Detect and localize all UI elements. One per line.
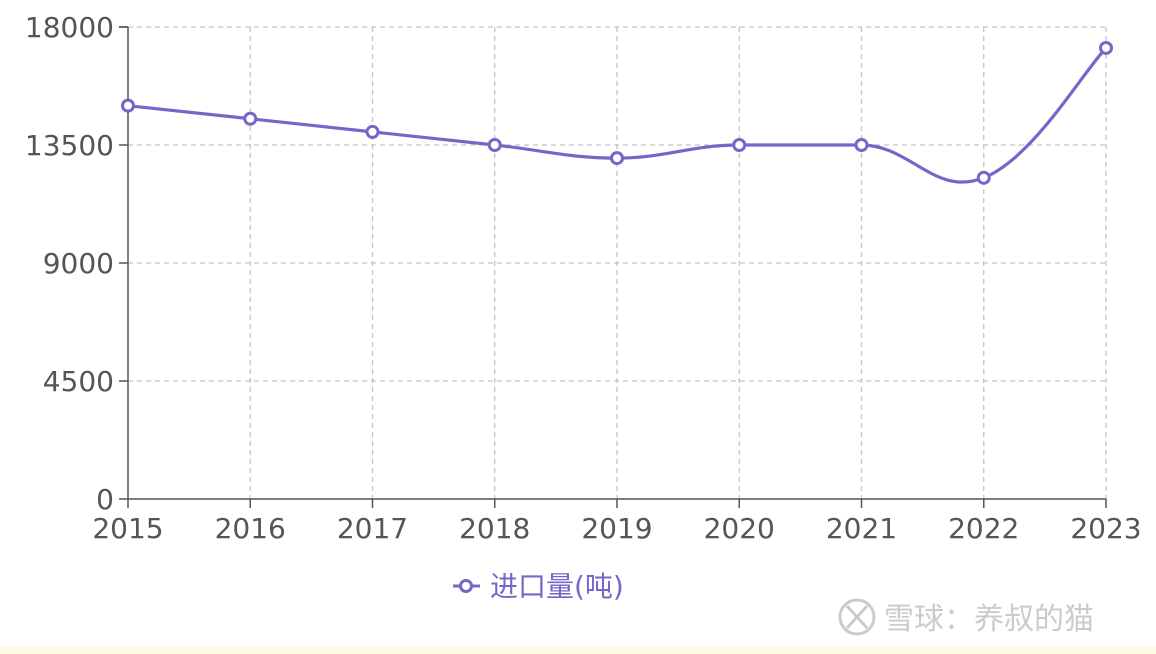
x-tick-label: 2023 xyxy=(1070,512,1141,545)
data-point[interactable] xyxy=(610,151,624,166)
data-point[interactable] xyxy=(976,170,991,185)
data-point[interactable] xyxy=(854,138,869,152)
y-axis-tick-labels: 0 4500 9000 13500 18000 xyxy=(25,11,114,516)
x-tick-label: 2015 xyxy=(92,512,163,545)
x-tick-label: 2018 xyxy=(459,512,530,545)
x-tick-label: 2019 xyxy=(581,512,652,545)
watermark: 雪球：养叔的猫 xyxy=(838,598,1094,637)
data-point[interactable] xyxy=(732,138,747,152)
legend-swatch-marker xyxy=(459,579,473,593)
watermark-text: 雪球：养叔的猫 xyxy=(884,602,1094,637)
snowball-logo-icon xyxy=(838,598,876,636)
x-tick-label: 2017 xyxy=(337,512,408,545)
data-point[interactable] xyxy=(365,124,380,139)
legend[interactable]: 进口量(吨) xyxy=(453,570,624,603)
y-tick-label: 13500 xyxy=(25,129,114,162)
x-tick-label: 2022 xyxy=(948,512,1019,545)
data-point[interactable] xyxy=(121,98,135,113)
legend-label: 进口量(吨) xyxy=(490,570,624,603)
y-tick-label: 9000 xyxy=(43,247,114,280)
y-tick-label: 0 xyxy=(96,483,114,516)
y-tick-label: 4500 xyxy=(43,365,114,398)
data-point[interactable] xyxy=(1099,40,1113,55)
series-layer xyxy=(121,40,1113,185)
axes xyxy=(119,26,1107,508)
x-tick-label: 2016 xyxy=(215,512,286,545)
x-tick-label: 2020 xyxy=(704,512,775,545)
bottom-band xyxy=(0,646,1156,654)
y-tick-label: 18000 xyxy=(25,11,114,44)
x-axis-tick-labels: 2015 2016 2017 2018 2019 2020 2021 2022 2023 xyxy=(92,512,1141,545)
data-point[interactable] xyxy=(243,111,258,126)
grid-lines xyxy=(128,26,1107,499)
x-tick-label: 2021 xyxy=(826,512,897,545)
data-point[interactable] xyxy=(487,138,502,152)
